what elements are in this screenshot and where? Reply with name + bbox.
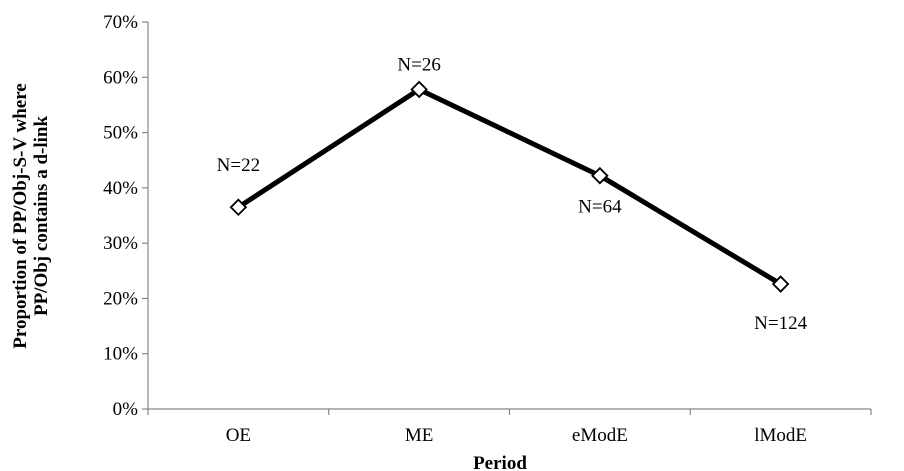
x-tick-label: lModE — [754, 425, 807, 446]
series-line — [235, 86, 784, 287]
data-labels: N=22 N=26 N=64 N=124 — [217, 54, 808, 334]
x-axis-title: Period — [473, 453, 527, 471]
data-point-marker — [410, 80, 428, 99]
data-point-marker — [591, 166, 609, 185]
data-label: N=22 — [217, 155, 260, 176]
data-point-marker — [229, 198, 248, 216]
x-tick-label: eModE — [572, 425, 628, 446]
data-point-marker — [771, 275, 790, 293]
y-tick-label: 30% — [103, 233, 138, 254]
y-tick-label: 10% — [103, 344, 138, 365]
y-tick-label: 60% — [103, 67, 138, 88]
y-tick-label: 20% — [103, 288, 138, 309]
data-label: N=124 — [754, 313, 807, 334]
y-axis-title-line-2: PP/Obj contains a d-link — [31, 116, 52, 316]
data-label: N=64 — [578, 197, 622, 218]
data-label: N=26 — [397, 54, 440, 75]
y-axis-title-line-1: Proportion of PP/Obj-S-V where — [10, 83, 31, 348]
series — [229, 80, 790, 293]
x-tick-label: OE — [226, 425, 251, 446]
y-tick-label: 50% — [103, 123, 138, 144]
y-axis-title: Proportion of PP/Obj-S-V where PP/Obj co… — [10, 83, 52, 348]
x-axis-ticks: OE ME eModE lModE — [147, 409, 872, 446]
y-axis-ticks: 0% 10% 20% 30% 40% 50% 60% 70% — [103, 12, 148, 420]
axes — [147, 22, 871, 410]
y-tick-label: 70% — [103, 12, 138, 33]
y-tick-label: 0% — [113, 399, 139, 420]
x-tick-label: ME — [405, 425, 434, 446]
y-tick-label: 40% — [103, 178, 138, 199]
